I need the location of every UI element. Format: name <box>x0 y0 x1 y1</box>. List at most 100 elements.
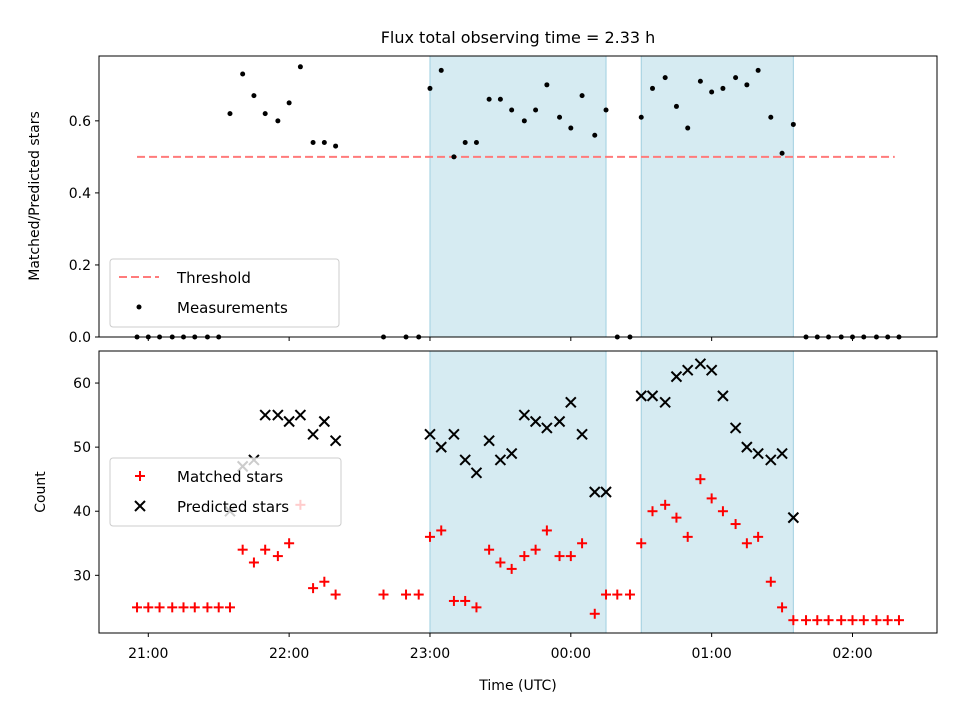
predicted-star-point <box>318 415 331 428</box>
x-b <box>682 364 694 376</box>
matched-star-point <box>706 493 717 504</box>
measurement-point <box>568 125 574 131</box>
matched-star-point <box>436 525 447 536</box>
predicted-star-point <box>424 428 436 441</box>
matched-star-point <box>671 512 682 523</box>
matched-star-point <box>154 602 165 613</box>
bottom-y-tick-label: 50 <box>73 440 91 456</box>
predicted-star-point <box>705 364 718 376</box>
predicted-star-point <box>435 441 447 453</box>
matched-star-point <box>484 544 495 555</box>
matched-star-point <box>589 608 600 619</box>
predicted-star-point <box>448 428 460 441</box>
predicted-star-point <box>494 454 507 466</box>
matched-star-point <box>765 576 776 587</box>
predicted-star-point <box>518 409 531 421</box>
x-b <box>483 435 495 447</box>
matched-star-point <box>660 499 671 510</box>
matched-star-point <box>695 474 706 485</box>
top-axes-frame <box>98 55 938 338</box>
measurement-point <box>310 139 316 145</box>
matched-star-point <box>506 563 517 574</box>
measurement-point <box>286 100 292 106</box>
measurement-point <box>427 85 433 91</box>
top-legend <box>109 258 340 328</box>
measurement-point <box>592 132 598 138</box>
measurement-point <box>768 114 774 120</box>
x-b <box>787 511 800 524</box>
matched-star-point <box>753 531 764 542</box>
matched-star-point <box>143 602 154 613</box>
measurement-point <box>297 64 303 70</box>
x-b <box>553 415 566 428</box>
x-tick-label: 22:00 <box>269 646 309 662</box>
measurement-point <box>451 154 457 160</box>
top-y-axis-label: Matched/Predicted stars <box>27 111 43 281</box>
measurement-point <box>733 75 739 81</box>
measurement-point <box>462 139 468 145</box>
predicted-star-point <box>787 511 800 524</box>
matched-star-point <box>717 506 728 517</box>
legend-measurements-label: Measurements <box>177 299 288 317</box>
predicted-star-point <box>776 447 788 460</box>
x-b <box>717 390 729 402</box>
matched-star-point <box>541 525 552 536</box>
legend-matched-swatch <box>135 471 145 481</box>
x-b <box>600 486 612 498</box>
x-b <box>694 358 707 370</box>
top-y-tick-label: 0.2 <box>69 258 91 274</box>
measurement-point <box>533 107 539 113</box>
measurement-point <box>544 82 550 88</box>
matched-star-point <box>330 589 341 600</box>
x-b <box>741 441 753 453</box>
x-b <box>307 428 319 441</box>
matched-star-point <box>237 544 248 555</box>
matched-star-point <box>167 602 178 613</box>
predicted-star-point <box>729 422 742 434</box>
measurement-point <box>779 150 785 156</box>
matched-star-point <box>730 519 741 530</box>
matched-star-point <box>565 551 576 562</box>
matched-star-point <box>448 595 459 606</box>
matched-star-point <box>530 544 541 555</box>
predicted-star-point <box>272 409 284 421</box>
measurement-point <box>755 67 761 73</box>
x-b <box>448 428 460 441</box>
x-b <box>565 396 577 408</box>
x-tick-label: 02:00 <box>832 646 872 662</box>
predicted-star-point <box>565 396 577 408</box>
measurement-point <box>579 93 585 99</box>
matched-star-point <box>189 602 200 613</box>
x-tick-label: 00:00 <box>551 646 591 662</box>
bottom-shaded-interval <box>429 350 607 634</box>
bottom-y-tick-label: 30 <box>73 568 91 584</box>
x-b <box>659 396 671 408</box>
predicted-star-point <box>505 447 518 460</box>
matched-star-point <box>847 615 858 626</box>
measurement-point <box>720 85 726 91</box>
matched-star-point <box>284 538 295 549</box>
x-b <box>765 454 777 466</box>
x-b <box>705 364 718 376</box>
matched-star-point <box>248 557 259 568</box>
predicted-star-point <box>682 364 694 376</box>
x-b <box>294 409 307 421</box>
matched-star-point <box>202 602 213 613</box>
measurement-point <box>486 96 492 102</box>
predicted-star-point <box>741 441 753 453</box>
x-b <box>752 447 764 460</box>
bottom-axes-frame <box>98 350 938 634</box>
measurement-point <box>685 125 691 131</box>
matched-star-point <box>460 595 471 606</box>
predicted-star-point <box>329 435 342 447</box>
measurement-point <box>251 93 257 99</box>
predicted-star-point <box>694 358 707 370</box>
measurement-point <box>473 139 479 145</box>
x-tick-label: 23:00 <box>410 646 450 662</box>
measurement-point <box>744 82 750 88</box>
measurement-point <box>333 143 339 149</box>
matched-star-point <box>893 615 904 626</box>
measurement-point <box>557 114 563 120</box>
matched-star-point <box>213 602 224 613</box>
matched-star-point <box>178 602 189 613</box>
